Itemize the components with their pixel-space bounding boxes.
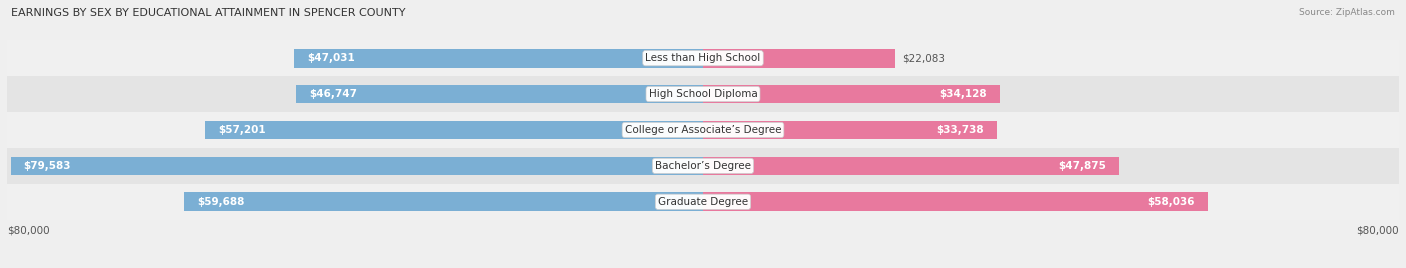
Text: $80,000: $80,000 [1357,225,1399,235]
Text: $79,583: $79,583 [24,161,72,171]
Text: College or Associate’s Degree: College or Associate’s Degree [624,125,782,135]
Text: $47,031: $47,031 [307,53,354,63]
Bar [11,157,703,175]
Bar [703,85,1000,103]
Bar [205,121,703,139]
Text: $22,083: $22,083 [903,53,945,63]
Bar [703,192,1208,211]
Bar [184,192,703,211]
Bar [703,157,1119,175]
FancyBboxPatch shape [7,148,1399,184]
Text: EARNINGS BY SEX BY EDUCATIONAL ATTAINMENT IN SPENCER COUNTY: EARNINGS BY SEX BY EDUCATIONAL ATTAINMEN… [11,8,406,18]
Text: $33,738: $33,738 [936,125,983,135]
Text: $46,747: $46,747 [309,89,357,99]
Text: $80,000: $80,000 [7,225,49,235]
Text: $47,875: $47,875 [1059,161,1107,171]
Bar [297,85,703,103]
FancyBboxPatch shape [7,112,1399,148]
Bar [294,49,703,68]
Text: Source: ZipAtlas.com: Source: ZipAtlas.com [1299,8,1395,17]
Text: $59,688: $59,688 [197,197,245,207]
FancyBboxPatch shape [7,76,1399,112]
Text: $57,201: $57,201 [218,125,266,135]
FancyBboxPatch shape [7,184,1399,220]
Text: Bachelor’s Degree: Bachelor’s Degree [655,161,751,171]
Text: $58,036: $58,036 [1147,197,1195,207]
Bar [703,121,997,139]
Text: Less than High School: Less than High School [645,53,761,63]
Text: High School Diploma: High School Diploma [648,89,758,99]
Bar [703,49,896,68]
FancyBboxPatch shape [7,40,1399,76]
Text: Graduate Degree: Graduate Degree [658,197,748,207]
Text: $34,128: $34,128 [939,89,987,99]
